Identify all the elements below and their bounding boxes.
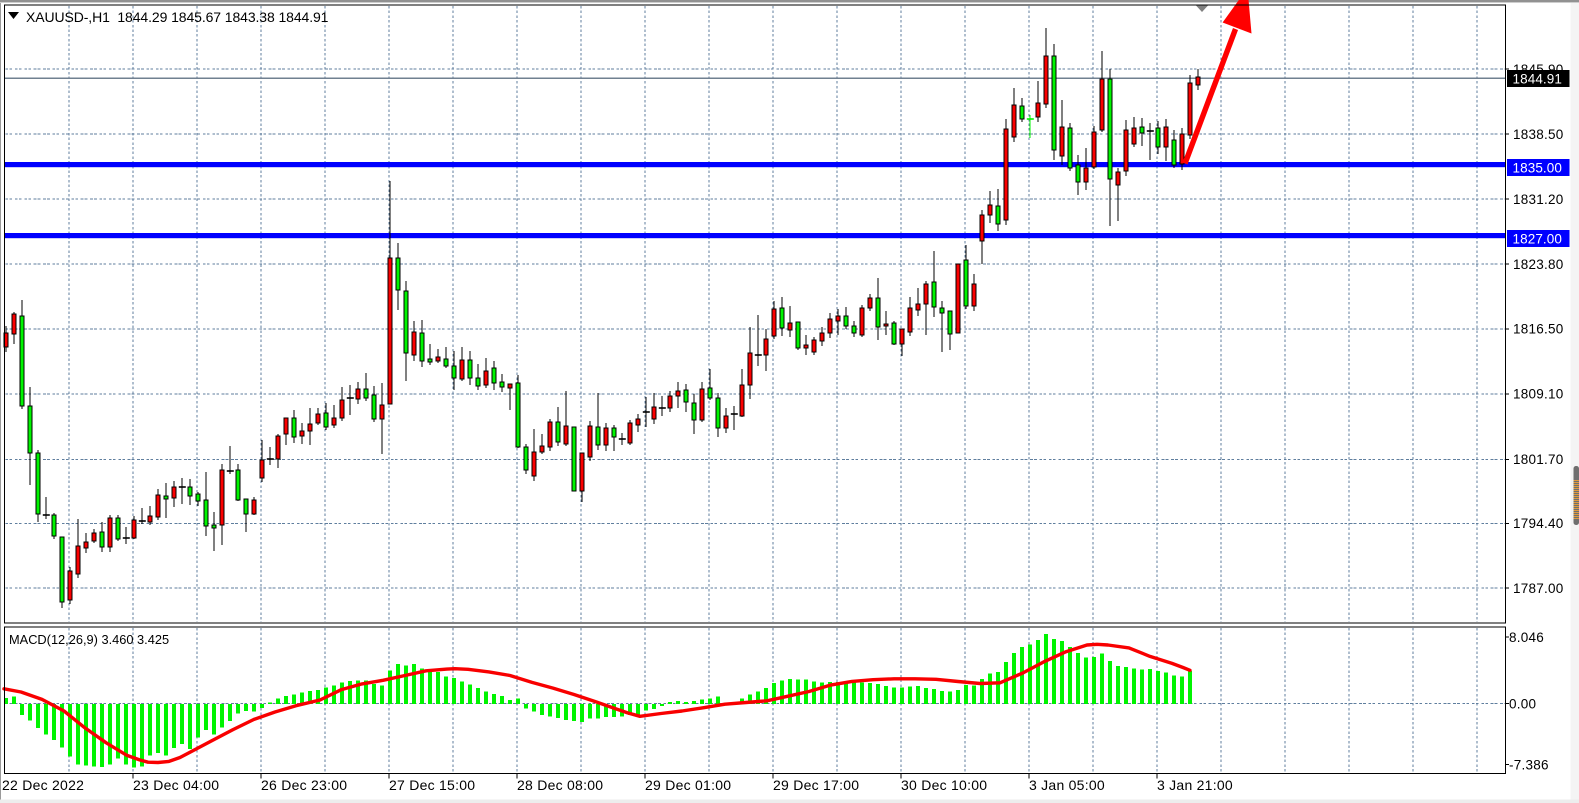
- svg-text:28 Dec 08:00: 28 Dec 08:00: [517, 777, 603, 793]
- svg-text:1835.00: 1835.00: [1513, 161, 1563, 176]
- svg-text:3 Jan 21:00: 3 Jan 21:00: [1157, 777, 1233, 793]
- svg-text:29 Dec 17:00: 29 Dec 17:00: [773, 777, 859, 793]
- svg-text:26 Dec 23:00: 26 Dec 23:00: [261, 777, 347, 793]
- svg-text:1801.70: 1801.70: [1513, 452, 1564, 467]
- svg-text:1838.50: 1838.50: [1513, 127, 1564, 142]
- svg-text:1787.00: 1787.00: [1513, 581, 1564, 596]
- svg-text:1809.10: 1809.10: [1513, 387, 1564, 402]
- svg-text:30 Dec 10:00: 30 Dec 10:00: [901, 777, 987, 793]
- svg-text:XAUUSD-,H1 1844.29 1845.67 18: XAUUSD-,H1 1844.29 1845.67 1843.38 1844.…: [26, 9, 329, 25]
- svg-text:22 Dec 2022: 22 Dec 2022: [2, 777, 84, 793]
- svg-text:1831.20: 1831.20: [1513, 192, 1564, 207]
- svg-text:1816.50: 1816.50: [1513, 322, 1564, 337]
- svg-text:8.046: 8.046: [1509, 630, 1544, 645]
- svg-text:1794.40: 1794.40: [1513, 516, 1564, 531]
- svg-text:0.00: 0.00: [1509, 696, 1536, 711]
- svg-text:1823.80: 1823.80: [1513, 257, 1564, 272]
- svg-text:3 Jan 05:00: 3 Jan 05:00: [1029, 777, 1105, 793]
- svg-text:1844.91: 1844.91: [1513, 72, 1563, 87]
- svg-text:27 Dec 15:00: 27 Dec 15:00: [389, 777, 475, 793]
- svg-text:MACD(12,26,9) 3.460 3.425: MACD(12,26,9) 3.460 3.425: [9, 632, 169, 647]
- svg-text:29 Dec 01:00: 29 Dec 01:00: [645, 777, 731, 793]
- svg-text:-7.386: -7.386: [1509, 757, 1549, 772]
- svg-text:1827.00: 1827.00: [1513, 232, 1563, 247]
- svg-text:23 Dec 04:00: 23 Dec 04:00: [133, 777, 219, 793]
